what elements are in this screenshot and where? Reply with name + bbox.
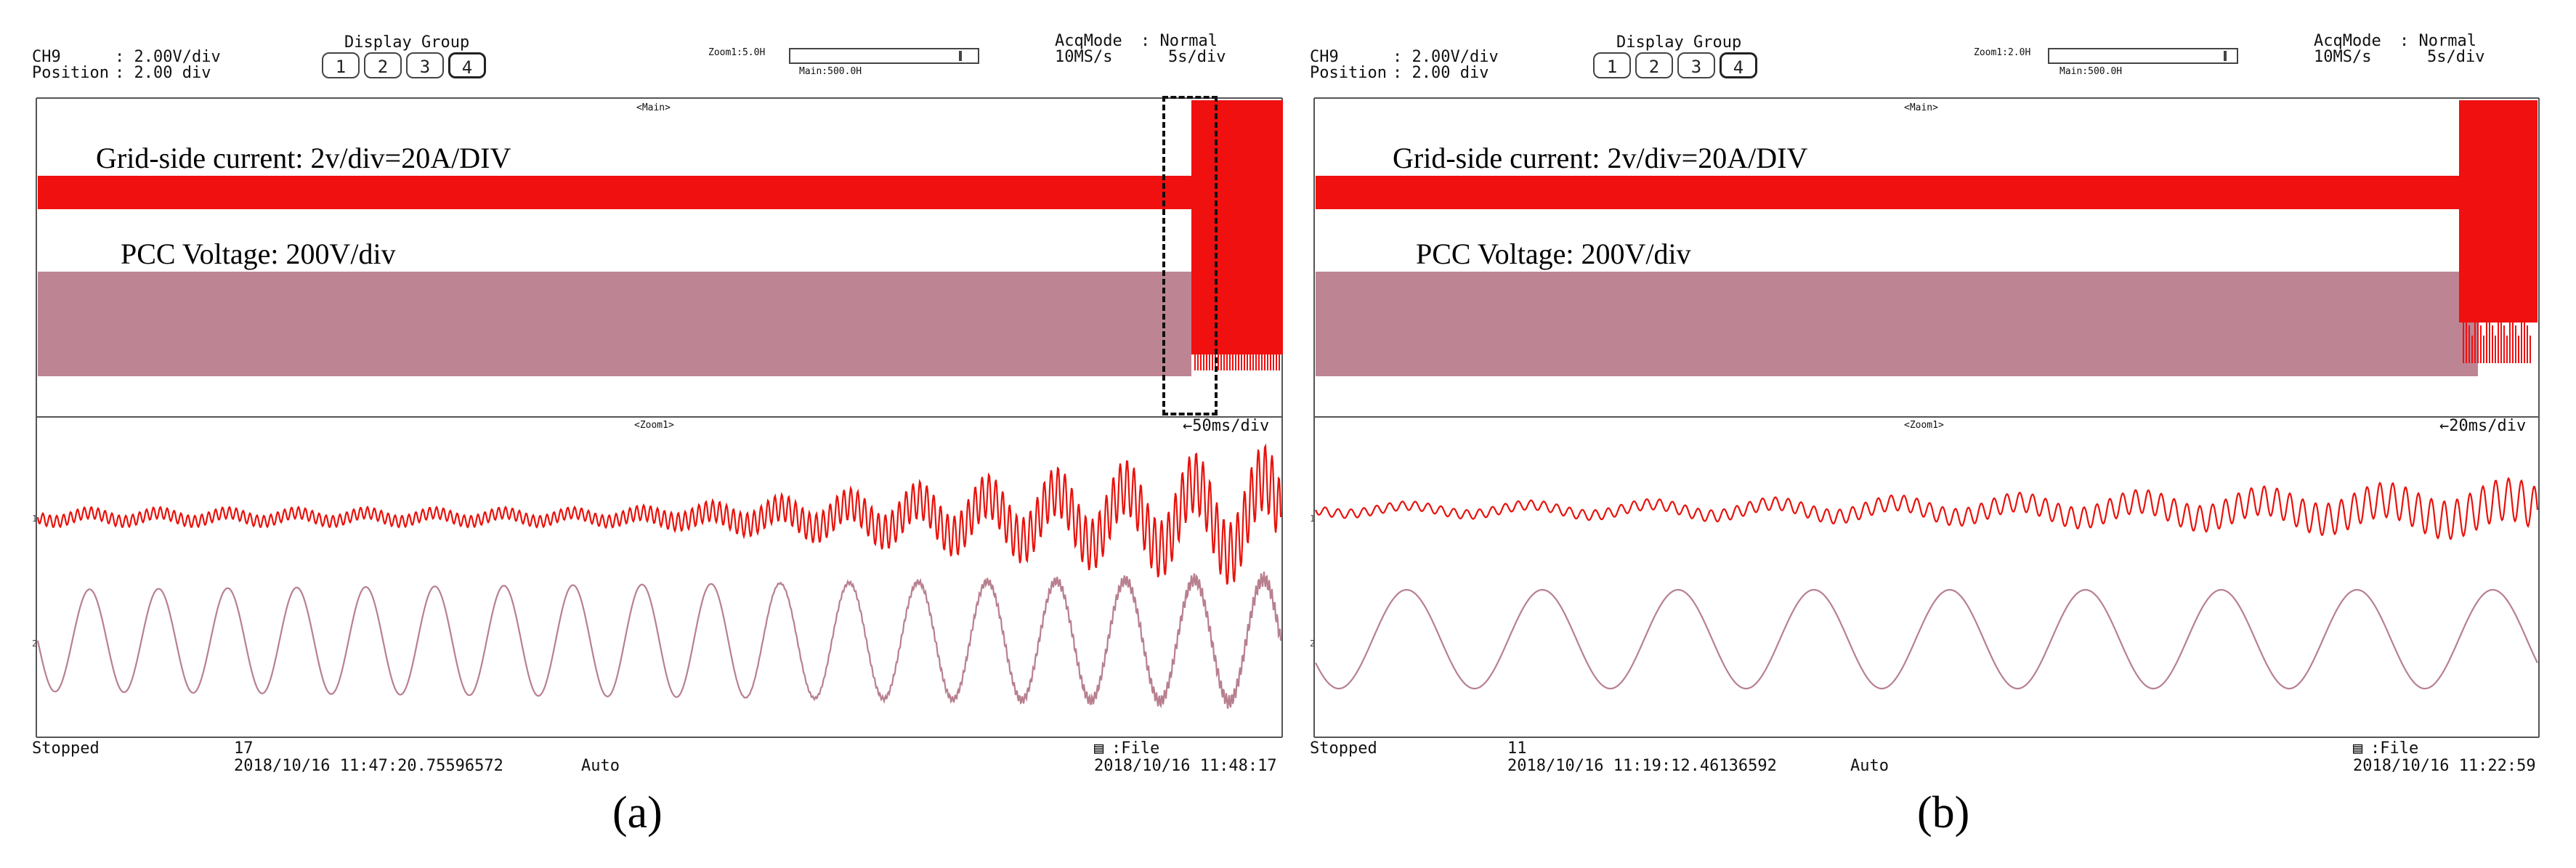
record-count: 17 xyxy=(234,739,254,758)
acq-mode-value: : Normal xyxy=(1141,32,1218,50)
sample-rate: 10MS/s xyxy=(2314,48,2372,66)
display-group-button-3[interactable]: 3 xyxy=(406,52,444,78)
grid-current-label: Grid-side current: 2v/div=20A/DIV xyxy=(96,142,511,174)
time-per-div: 5s/div xyxy=(1168,48,1226,66)
position-value: : 2.00 div xyxy=(115,64,211,82)
main-record-label: Main:500.0H xyxy=(2059,66,2123,77)
scope-screen-b: 1 2 xyxy=(1310,97,2540,738)
trigger-time: 2018/10/16 11:19:12.46136592 xyxy=(1507,757,1777,775)
main-window-label: <Main> xyxy=(1904,102,1938,113)
main-window-label: <Main> xyxy=(636,102,671,113)
zoom-position-bar[interactable] xyxy=(2048,48,2238,64)
current-trace-zoom xyxy=(1314,476,2539,540)
scope-screen-a: 1 2 xyxy=(32,97,1283,738)
acq-mode-value: : Normal xyxy=(2399,32,2476,50)
display-group-button-1[interactable]: 1 xyxy=(1593,52,1631,78)
file-icon[interactable]: ▤ xyxy=(2353,739,2363,758)
display-group-button-2[interactable]: 2 xyxy=(364,52,402,78)
file-label[interactable]: :File xyxy=(1111,739,1160,758)
scope-panel-a: CH9 : 2.00V/div Position : 2.00 div Disp… xyxy=(32,32,1283,837)
current-burst-main xyxy=(1191,100,1283,354)
zoom-region-box[interactable] xyxy=(1162,96,1218,415)
trigger-mode: Auto xyxy=(1850,757,1889,775)
pcc-voltage-label: PCC Voltage: 200V/div xyxy=(1416,238,1691,270)
sample-rate: 10MS/s xyxy=(1055,48,1113,66)
panel-caption: (b) xyxy=(1917,788,1970,837)
end-time: 2018/10/16 11:22:59 xyxy=(2353,757,2536,775)
volts-per-div: : 2.00V/div xyxy=(1393,48,1499,66)
zoom-time-per-div: ←50ms/div xyxy=(1183,417,1270,435)
current-trace-zoom xyxy=(36,443,1282,585)
display-group-button-3[interactable]: 3 xyxy=(1677,52,1715,78)
ch-voltage-marker: 2 xyxy=(32,638,37,649)
record-count: 11 xyxy=(1507,739,1527,758)
current-band-main xyxy=(38,176,1191,209)
voltage-trace-zoom xyxy=(36,571,1282,709)
file-label[interactable]: :File xyxy=(2370,739,2419,758)
current-burst-spikes xyxy=(1194,320,1280,370)
display-group-label: Display Group xyxy=(1616,33,1742,52)
zoom-position-handle[interactable] xyxy=(2224,51,2227,61)
voltage-trace-zoom xyxy=(1315,588,2538,690)
position-label: Position xyxy=(32,64,109,82)
status-label: Stopped xyxy=(32,739,100,758)
acq-mode-label: AcqMode xyxy=(1055,32,1122,50)
display-group-button-4[interactable]: 4 xyxy=(448,52,486,78)
zoom-time-per-div: ←20ms/div xyxy=(2439,417,2527,435)
position-label: Position xyxy=(1310,64,1387,82)
zoom-window-label: <Zoom1> xyxy=(634,420,674,431)
channel-label: CH9 xyxy=(32,48,61,66)
grid-current-label: Grid-side current: 2v/div=20A/DIV xyxy=(1393,142,1808,174)
zoom-factor-label: Zoom1:5.0H xyxy=(708,47,766,58)
trigger-time: 2018/10/16 11:47:20.75596572 xyxy=(234,757,503,775)
ch-current-marker: 1 xyxy=(1310,514,1315,524)
time-per-div: 5s/div xyxy=(2427,48,2485,66)
acq-mode-label: AcqMode xyxy=(2314,32,2381,50)
display-group-button-2[interactable]: 2 xyxy=(1635,52,1673,78)
display-group-button-1[interactable]: 1 xyxy=(322,52,360,78)
pcc-voltage-label: PCC Voltage: 200V/div xyxy=(121,238,396,270)
panel-caption: (a) xyxy=(612,788,663,837)
trigger-mode: Auto xyxy=(581,757,620,775)
status-label: Stopped xyxy=(1310,739,1377,758)
zoom-window-label: <Zoom1> xyxy=(1904,420,1944,431)
end-time: 2018/10/16 11:48:17 xyxy=(1094,757,1277,775)
ch-current-marker: 1 xyxy=(32,514,37,524)
main-record-label: Main:500.0H xyxy=(799,66,862,77)
voltage-band-main xyxy=(38,272,1191,376)
zoom-position-bar[interactable] xyxy=(789,48,979,64)
volts-per-div: : 2.00V/div xyxy=(115,48,221,66)
zoom-position-handle[interactable] xyxy=(959,51,962,61)
scope-panel-b: CH9 : 2.00V/div Position : 2.00 div Disp… xyxy=(1288,0,2576,868)
current-burst-main xyxy=(2459,100,2537,323)
current-burst-spikes xyxy=(2463,305,2531,363)
display-group-label: Display Group xyxy=(344,33,470,52)
current-band-main xyxy=(1316,176,2478,209)
channel-label: CH9 xyxy=(1310,48,1339,66)
zoom-factor-label: Zoom1:2.0H xyxy=(1974,47,2031,58)
voltage-band-main xyxy=(1316,272,2478,376)
position-value: : 2.00 div xyxy=(1393,64,1489,82)
display-group-button-4[interactable]: 4 xyxy=(1720,52,1757,78)
file-icon[interactable]: ▤ xyxy=(1094,739,1104,758)
ch-voltage-marker: 2 xyxy=(1310,638,1315,649)
